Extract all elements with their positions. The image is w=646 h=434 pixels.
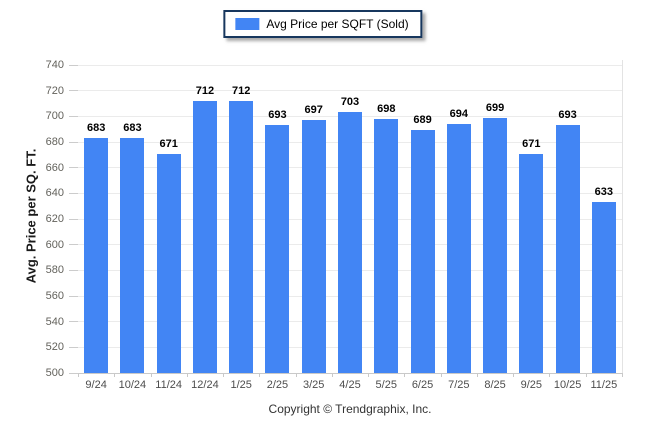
bar-4/25 <box>338 112 362 373</box>
x-axis-tick <box>186 373 188 377</box>
y-axis-tick <box>69 90 78 92</box>
bar-value-label: 693 <box>558 109 577 122</box>
bar-12/24 <box>192 100 217 373</box>
y-axis-tick <box>69 321 78 323</box>
bar-7/25 <box>446 124 471 373</box>
y-axis-tick <box>69 141 78 143</box>
bar-value-label: 689 <box>413 114 432 127</box>
x-axis-tick-label: 5/25 <box>375 379 397 391</box>
x-axis-tick <box>259 373 261 377</box>
bar-value-label: 683 <box>123 122 142 135</box>
x-axis-tick-label: 11/25 <box>590 379 618 391</box>
x-axis-tick-label: 4/25 <box>339 379 361 391</box>
bar-3/25 <box>301 120 326 373</box>
x-axis-tick <box>585 373 587 377</box>
y-axis-tick-label: 740 <box>45 59 64 71</box>
bar-2/25 <box>265 125 290 373</box>
bar-value-label: 703 <box>340 96 360 109</box>
bar-value-label: 697 <box>304 104 323 117</box>
y-axis-tick-label: 640 <box>45 187 64 200</box>
bar-value-label: 694 <box>449 108 468 121</box>
y-axis-tick <box>69 244 78 246</box>
y-axis-tick-label: 660 <box>45 161 64 174</box>
x-axis-tick-label: 10/24 <box>118 379 147 391</box>
x-axis-tick <box>331 373 333 377</box>
gridline <box>78 90 622 92</box>
x-axis-tick-label: 12/24 <box>191 379 219 391</box>
x-axis-tick-label: 6/25 <box>411 379 434 391</box>
y-axis-tick <box>69 192 78 194</box>
x-axis-tick <box>150 373 152 377</box>
y-axis-tick-label: 680 <box>45 136 64 148</box>
y-axis-tick-label: 720 <box>45 84 64 97</box>
bar-value-label: 693 <box>268 109 287 122</box>
y-axis-tick-label: 700 <box>45 110 64 123</box>
bar-value-label: 633 <box>594 186 614 199</box>
x-axis-tick-label: 8/25 <box>484 379 506 391</box>
bar-value-label: 683 <box>86 122 106 135</box>
x-axis-tick <box>78 373 79 377</box>
bar-11/24 <box>156 153 181 373</box>
x-axis-tick-label: 1/25 <box>230 379 252 391</box>
legend-swatch-icon <box>235 18 260 30</box>
y-axis-tick-label: 540 <box>45 315 64 328</box>
bar-11/25 <box>591 202 616 373</box>
bar-6/25 <box>410 130 435 373</box>
y-axis-tick <box>69 64 78 66</box>
x-axis-tick-label: 9/24 <box>85 379 107 391</box>
y-axis-tick-label: 580 <box>45 264 64 277</box>
x-axis-tick <box>295 373 297 377</box>
legend-label: Avg Price per SQFT (Sold) <box>266 17 409 31</box>
bar-value-label: 699 <box>485 101 505 114</box>
bar-8/25 <box>483 117 508 373</box>
plot-area: 683 9/24 683 10/24 671 11/24 712 12/24 712 1/25 69… <box>78 60 623 391</box>
bar-1/25 <box>229 100 254 373</box>
bar-10/25 <box>555 125 580 373</box>
x-axis-tick <box>476 373 478 377</box>
bar-9/25 <box>519 153 544 373</box>
x-axis-tick <box>368 373 370 377</box>
x-axis-tick <box>549 373 551 377</box>
y-axis-tick-label: 520 <box>45 341 64 354</box>
bar-value-label: 671 <box>522 137 541 150</box>
x-axis-tick <box>404 373 406 377</box>
x-axis-tick <box>622 373 623 377</box>
y-axis-tick <box>69 372 78 374</box>
y-axis-tick-label: 620 <box>45 213 64 225</box>
bar-value-label: 712 <box>232 84 251 97</box>
x-axis-tick <box>223 373 225 377</box>
x-axis-tick <box>440 373 442 377</box>
y-axis-tick <box>69 269 78 271</box>
bar-value-label: 671 <box>159 137 178 150</box>
x-axis-tick <box>114 373 116 377</box>
y-axis-tick-label: 600 <box>45 238 64 251</box>
legend: Avg Price per SQFT (Sold) <box>223 10 423 38</box>
x-axis-tick-label: 9/25 <box>520 379 543 391</box>
y-axis: 500 520 540 560 580 600 620 640 660 680 700 720 740 <box>0 59 78 379</box>
bar-9/24 <box>84 138 109 373</box>
y-axis-tick <box>69 115 78 117</box>
y-axis-tick-label: 560 <box>45 290 64 302</box>
bar-value-label: 698 <box>377 102 396 115</box>
y-axis-tick <box>69 295 78 297</box>
bar-5/25 <box>374 118 399 373</box>
x-axis-tick-label: 10/25 <box>553 379 582 391</box>
gridline <box>78 64 622 66</box>
x-axis-tick-label: 7/25 <box>448 379 470 391</box>
x-axis-tick-label: 2/25 <box>266 379 289 391</box>
x-axis-tick-label: 3/25 <box>303 379 325 391</box>
y-axis-tick <box>69 167 78 169</box>
y-axis-tick-label: 500 <box>45 367 64 379</box>
x-axis-tick <box>513 373 515 377</box>
bar-value-label: 712 <box>195 84 215 97</box>
x-axis-tick-label: 11/24 <box>155 379 183 391</box>
copyright-text: Copyright © Trendgraphix, Inc. <box>268 402 432 416</box>
bar-10/24 <box>120 138 145 373</box>
y-axis-tick <box>69 218 78 220</box>
y-axis-tick <box>69 346 78 348</box>
